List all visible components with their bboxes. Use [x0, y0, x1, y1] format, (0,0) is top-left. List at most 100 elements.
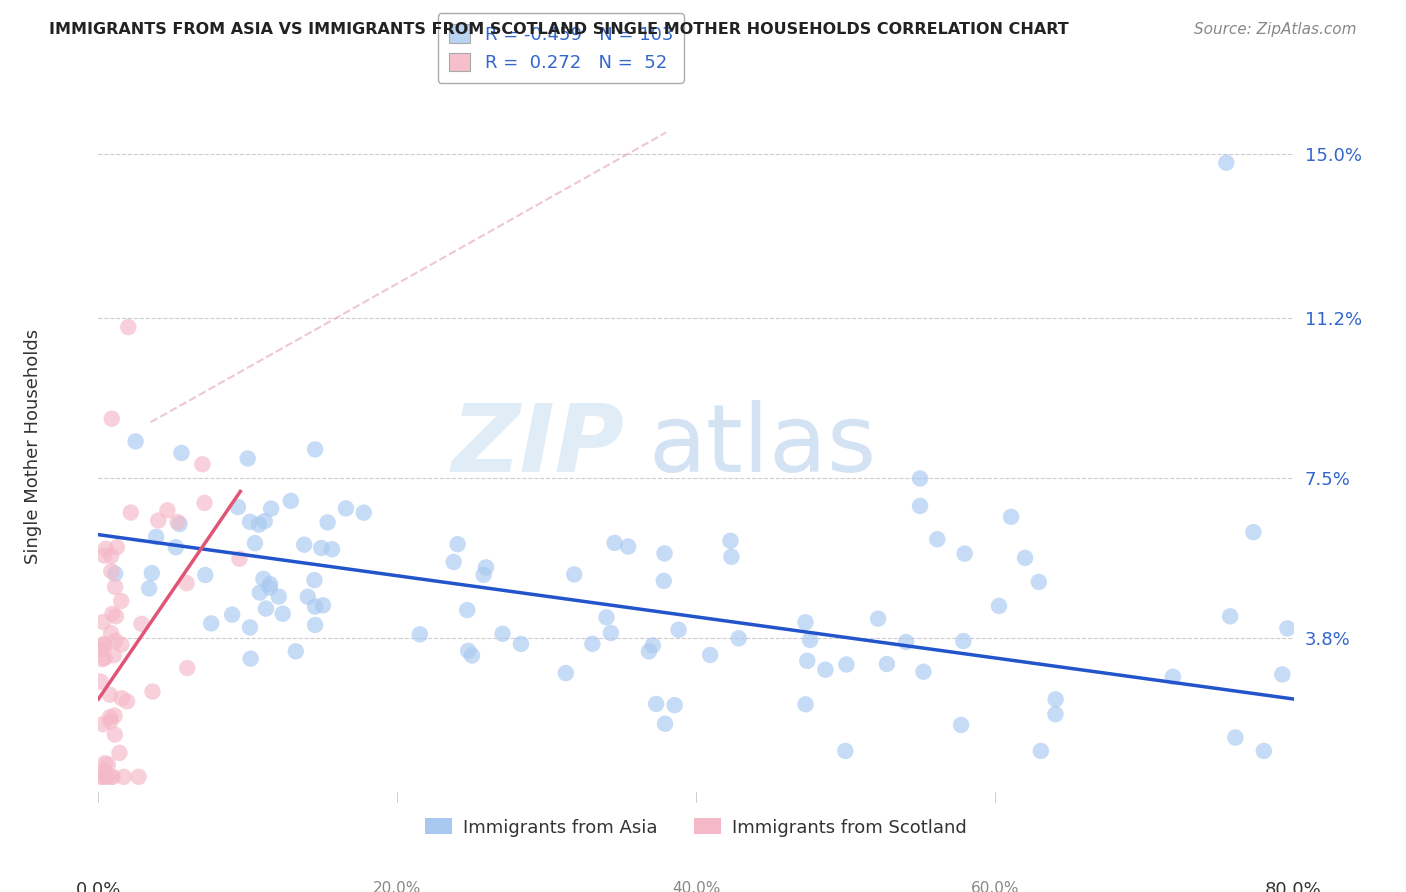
Text: 0.0%: 0.0%	[76, 880, 121, 892]
Point	[796, 654, 818, 668]
Point	[908, 471, 931, 485]
Point	[128, 770, 150, 784]
Point	[456, 603, 478, 617]
Point	[654, 716, 676, 731]
Text: 80.0%: 80.0%	[1265, 880, 1322, 892]
Point	[194, 568, 217, 582]
Point	[104, 633, 127, 648]
Point	[1277, 621, 1299, 635]
Point	[912, 665, 935, 679]
Point	[243, 536, 266, 550]
Point	[304, 599, 326, 614]
Point	[927, 533, 949, 547]
Point	[100, 564, 122, 578]
Point	[1029, 744, 1052, 758]
Point	[280, 493, 302, 508]
Point	[249, 585, 271, 599]
Point	[952, 634, 974, 648]
Point	[254, 601, 277, 615]
Point	[104, 566, 127, 581]
Point	[814, 663, 837, 677]
Point	[304, 442, 326, 457]
Point	[94, 541, 117, 556]
Text: Single Mother Households: Single Mother Households	[24, 328, 42, 564]
Point	[304, 573, 326, 587]
Text: 40.0%: 40.0%	[672, 880, 720, 892]
Point	[148, 514, 170, 528]
Point	[93, 764, 115, 778]
Text: atlas: atlas	[648, 400, 876, 492]
Point	[1161, 670, 1184, 684]
Point	[1219, 609, 1241, 624]
Point	[267, 590, 290, 604]
Point	[94, 756, 117, 771]
Point	[1014, 550, 1036, 565]
Point	[100, 549, 122, 563]
Point	[94, 651, 117, 665]
Point	[953, 547, 976, 561]
Point	[799, 632, 821, 647]
Point	[1215, 155, 1237, 169]
Point	[100, 411, 122, 425]
Point	[316, 516, 339, 530]
Point	[1225, 731, 1247, 745]
Point	[562, 567, 585, 582]
Point	[1000, 509, 1022, 524]
Point	[90, 642, 112, 657]
Text: 20.0%: 20.0%	[373, 880, 422, 892]
Point	[1271, 667, 1294, 681]
Point	[104, 580, 127, 594]
Point	[93, 549, 115, 563]
Point	[654, 546, 676, 560]
Point	[90, 674, 112, 689]
Point	[259, 581, 281, 595]
Point	[112, 770, 135, 784]
Point	[652, 574, 675, 588]
Point	[446, 537, 468, 551]
Point	[617, 540, 640, 554]
Point	[876, 657, 898, 671]
Point	[252, 572, 274, 586]
Point	[491, 627, 513, 641]
Point	[239, 515, 262, 529]
Point	[668, 623, 690, 637]
Point	[176, 661, 198, 675]
Point	[645, 697, 668, 711]
Point	[794, 615, 817, 630]
Legend: Immigrants from Asia, Immigrants from Scotland: Immigrants from Asia, Immigrants from Sc…	[418, 811, 974, 844]
Point	[145, 530, 167, 544]
Point	[170, 446, 193, 460]
Point	[104, 727, 127, 741]
Point	[1292, 714, 1315, 729]
Point	[221, 607, 243, 622]
Point	[91, 717, 114, 731]
Point	[603, 536, 626, 550]
Point	[259, 577, 281, 591]
Point	[1045, 692, 1067, 706]
Point	[100, 770, 122, 784]
Point	[138, 582, 160, 596]
Point	[98, 688, 121, 702]
Point	[191, 457, 214, 471]
Point	[165, 541, 187, 555]
Point	[908, 499, 931, 513]
Point	[100, 626, 122, 640]
Point	[93, 638, 115, 652]
Point	[193, 496, 215, 510]
Point	[166, 515, 188, 529]
Point	[176, 576, 198, 591]
Point	[141, 684, 163, 698]
Text: Source: ZipAtlas.com: Source: ZipAtlas.com	[1194, 22, 1357, 37]
Point	[443, 555, 465, 569]
Point	[200, 616, 222, 631]
Point	[98, 710, 121, 724]
Point	[169, 516, 191, 531]
Point	[835, 657, 858, 672]
Point	[297, 590, 319, 604]
Point	[834, 744, 856, 758]
Point	[105, 540, 128, 554]
Point	[1045, 707, 1067, 722]
Point	[226, 500, 249, 514]
Point	[120, 506, 142, 520]
Point	[260, 501, 283, 516]
